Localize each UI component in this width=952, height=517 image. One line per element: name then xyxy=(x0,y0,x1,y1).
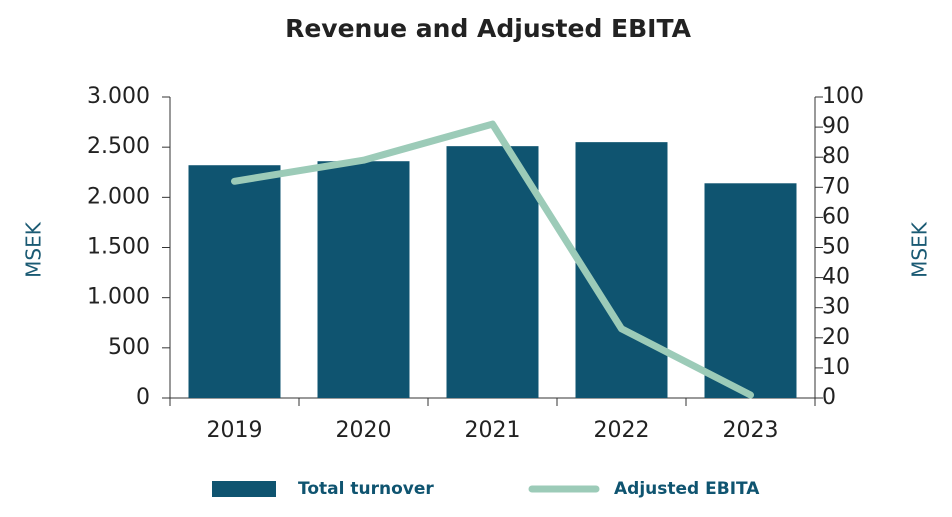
bar xyxy=(446,146,539,398)
y2-tick-label: 30 xyxy=(822,295,850,320)
y2-tick-label: 40 xyxy=(822,265,850,290)
y2-tick-label: 90 xyxy=(822,114,850,139)
bar xyxy=(188,165,281,398)
y2-tick-label: 0 xyxy=(822,385,836,410)
y-tick-label: 2.500 xyxy=(87,134,150,159)
y-tick-label: 1.000 xyxy=(87,285,150,310)
bar xyxy=(704,183,797,398)
line xyxy=(231,120,754,399)
x-tick-label: 2023 xyxy=(723,418,779,443)
legend-swatch xyxy=(212,481,276,497)
y2-tick-label: 50 xyxy=(822,235,850,260)
x-tick-label: 2022 xyxy=(594,418,650,443)
y-tick-label: 3.000 xyxy=(87,84,150,109)
y2-tick-label: 70 xyxy=(822,174,850,199)
y2-tick-label: 20 xyxy=(822,325,850,350)
x-tick-label: 2019 xyxy=(207,418,263,443)
y-tick-label: 2.000 xyxy=(87,184,150,209)
legend-label: Adjusted EBITA xyxy=(614,479,760,499)
y-tick-label: 0 xyxy=(136,385,150,410)
y2-tick-label: 10 xyxy=(822,355,850,380)
legend-label: Total turnover xyxy=(298,479,434,499)
y-tick-label: 500 xyxy=(108,335,150,360)
y2-tick-label: 80 xyxy=(822,144,850,169)
y-tick-label: 1.500 xyxy=(87,235,150,260)
y2-tick-label: 100 xyxy=(822,84,864,109)
chart-title: Revenue and Adjusted EBITA xyxy=(285,14,692,43)
bar xyxy=(575,142,668,398)
y2-axis-title: MSEK xyxy=(908,221,932,278)
x-tick-label: 2021 xyxy=(465,418,521,443)
y2-tick-label: 60 xyxy=(822,204,850,229)
x-tick-label: 2020 xyxy=(336,418,392,443)
y-axis-title: MSEK xyxy=(22,221,46,278)
bar xyxy=(317,161,410,398)
